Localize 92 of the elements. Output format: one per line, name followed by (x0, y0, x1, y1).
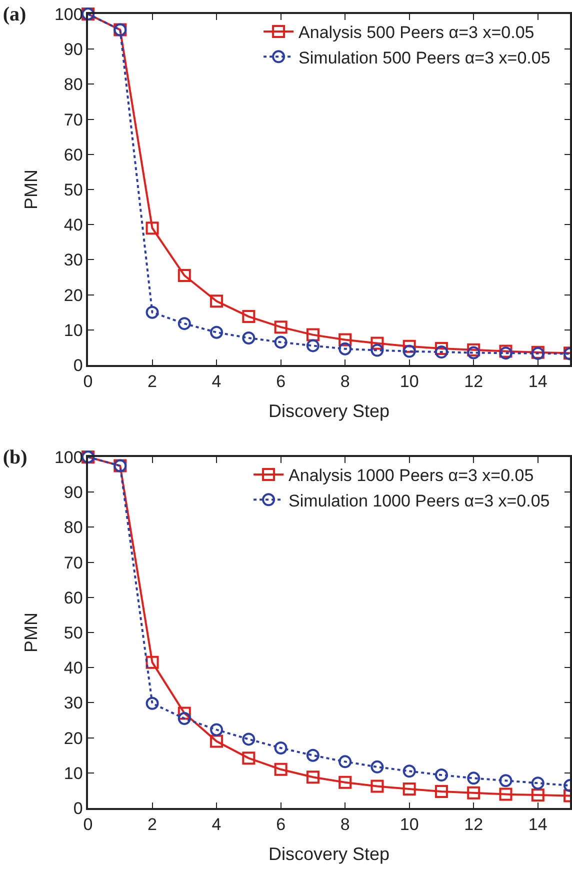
y-tick-label: 10 (64, 764, 83, 783)
legend-label: Simulation 500 Peers α=3 x=0.05 (298, 48, 550, 68)
y-tick-label: 0 (73, 356, 83, 375)
y-tick-label: 80 (64, 75, 83, 94)
point (306, 748, 320, 762)
y-tick-label: 0 (73, 798, 83, 818)
point (146, 306, 159, 319)
point (242, 752, 256, 765)
x-tick-label: 14 (528, 815, 548, 834)
point (274, 762, 288, 776)
x-tick-label: 10 (400, 815, 419, 834)
legend-label: Analysis 500 Peers α=3 x=0.05 (298, 23, 534, 42)
point (242, 331, 256, 344)
y-tick-label: 40 (64, 658, 83, 678)
y-tick-label: 60 (64, 145, 83, 164)
point (274, 741, 288, 754)
y-tick-label: 20 (64, 728, 83, 748)
point (370, 780, 384, 793)
point (467, 772, 480, 785)
x-tick-label: 10 (400, 372, 419, 392)
point (338, 342, 352, 356)
point (146, 222, 159, 235)
y-tick-label: 30 (64, 250, 83, 270)
point (210, 734, 224, 748)
point (370, 760, 384, 774)
y-tick-label: 70 (64, 110, 83, 130)
y-tick-label: 20 (64, 286, 83, 305)
point (306, 770, 320, 784)
point (178, 269, 191, 282)
y-tick-label: 80 (64, 518, 83, 538)
chart-title: (a) (2, 4, 26, 26)
x-tick-label: 12 (464, 815, 484, 834)
point (402, 344, 416, 358)
point (370, 336, 384, 350)
x-tick-label: 6 (276, 372, 286, 392)
legend-label: Simulation 1000 Peers α=3 x=0.05 (288, 491, 550, 510)
y-tick-label: 30 (64, 694, 83, 713)
point (467, 346, 480, 360)
point (467, 343, 480, 356)
x-tick-label: 6 (276, 815, 286, 834)
legend-label: Analysis 1000 Peers α=3 x=0.05 (288, 466, 534, 486)
point (242, 732, 256, 746)
y-tick-label: 70 (64, 553, 83, 572)
y-tick-label: 60 (64, 588, 83, 608)
point (146, 696, 159, 710)
x-tick-label: 12 (464, 372, 484, 392)
point (467, 786, 480, 800)
point (338, 776, 352, 789)
y-tick-label: 90 (64, 40, 83, 60)
point (434, 768, 448, 782)
point (210, 326, 224, 339)
point (338, 333, 352, 346)
point (402, 782, 416, 796)
point (402, 340, 416, 353)
chart-title: (b) (2, 446, 28, 469)
y-tick-label: 50 (64, 623, 83, 642)
x-tick-label: 2 (148, 815, 158, 834)
x-tick-label: 14 (528, 372, 548, 392)
point (531, 776, 544, 790)
x-tick-label: 4 (212, 372, 222, 392)
x-axis-title: Discovery Step (268, 400, 390, 421)
x-tick-label: 4 (212, 815, 222, 834)
point (178, 712, 191, 725)
point (434, 785, 448, 798)
point (274, 320, 288, 334)
y-axis-title: PMN (21, 170, 42, 210)
point (146, 656, 159, 669)
x-tick-label: 2 (148, 372, 158, 392)
point (178, 317, 191, 330)
y-tick-label: 50 (64, 180, 83, 200)
point (531, 788, 544, 802)
point (499, 788, 512, 801)
point (434, 342, 448, 355)
point (338, 755, 352, 768)
point (499, 774, 512, 788)
point (370, 344, 384, 357)
point (210, 723, 224, 736)
y-tick-label: 40 (64, 216, 83, 235)
x-tick-label: 8 (340, 372, 350, 392)
x-tick-label: 8 (340, 815, 350, 834)
y-axis-title: PMN (21, 612, 42, 652)
point (242, 310, 256, 324)
point (306, 328, 320, 342)
point (306, 339, 320, 352)
x-axis-title: Discovery Step (268, 844, 390, 864)
point (210, 294, 224, 308)
point (402, 764, 416, 778)
point (178, 706, 191, 720)
y-tick-label: 10 (64, 320, 83, 340)
y-tick-label: 90 (64, 483, 83, 502)
point (434, 346, 448, 359)
point (274, 336, 288, 349)
